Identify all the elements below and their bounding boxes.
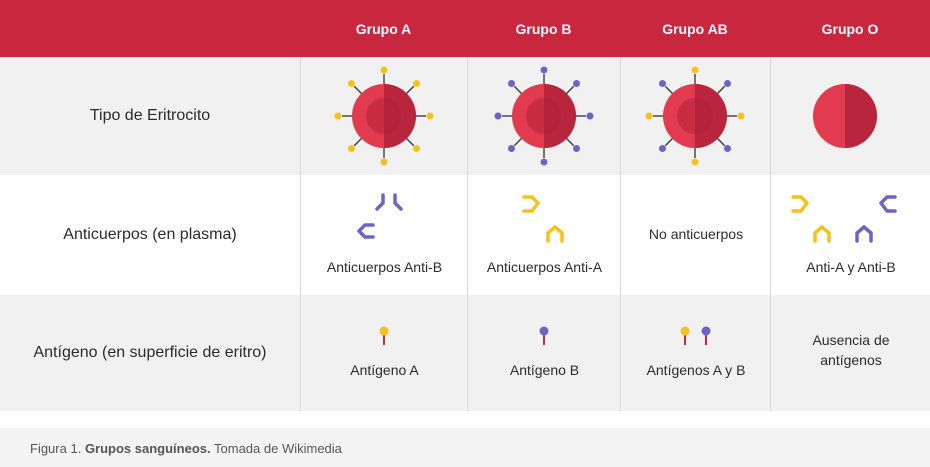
cell-antigen-o: Ausencia de antígenos — [770, 295, 930, 411]
erythrocyte-o-icon — [813, 84, 877, 148]
header-grupo-a: Grupo A — [355, 20, 412, 37]
table-header: Grupo A Grupo B Grupo AB Grupo O — [0, 0, 930, 57]
antigen-ab-label: Antígenos A y B — [646, 362, 746, 378]
antigen-b-icon — [539, 326, 549, 345]
antibodies-b-label: Anticuerpos Anti-A — [486, 259, 603, 275]
header-grupo-b: Grupo B — [515, 20, 572, 37]
cell-antibodies-a: Anticuerpos Anti-B — [300, 175, 468, 295]
antibodies-ab-label: No anticuerpos — [648, 226, 744, 242]
header-grupo-o: Grupo O — [821, 20, 879, 37]
row-label-erythrocyte: Tipo de Eritrocito — [89, 107, 211, 124]
cell-erythrocyte-ab — [620, 57, 771, 175]
antigen-o-label-line2: antígenos — [820, 352, 882, 368]
cell-antibodies-b: Anticuerpos Anti-A — [467, 175, 621, 295]
header-grupo-ab: Grupo AB — [662, 20, 728, 37]
antibodies-o-label: Anti-A y Anti-B — [806, 259, 896, 275]
cell-erythrocyte-o — [770, 57, 930, 175]
anti-b-antibody-icon — [357, 193, 403, 239]
antigen-a-label: Antígeno A — [350, 362, 419, 378]
antigen-a-icon — [379, 326, 389, 345]
row-antigens: Antígeno (en superficie de eritro) Antíg… — [0, 295, 930, 411]
cell-erythrocyte-b — [467, 57, 621, 175]
cell-antigen-b: Antígeno B — [467, 295, 621, 411]
caption-suffix: Tomada de Wikimedia — [214, 441, 342, 456]
row-erythrocyte-type: Tipo de Eritrocito — [0, 57, 930, 175]
row-label-antibodies: Anticuerpos (en plasma) — [63, 226, 237, 243]
erythrocyte-b-icon — [494, 66, 594, 166]
cell-antibodies-ab: No anticuerpos — [620, 175, 771, 295]
cell-erythrocyte-a — [300, 57, 468, 175]
anti-a-and-anti-b-antibodies-icon — [791, 195, 897, 243]
antibodies-a-label: Anticuerpos Anti-B — [326, 259, 443, 275]
erythrocyte-ab-icon — [645, 66, 745, 166]
antigen-b-label: Antígeno B — [509, 362, 580, 378]
caption-bold: Grupos sanguíneos. — [84, 441, 211, 456]
row-label-antigens: Antígeno (en superficie de eritro) — [33, 344, 267, 361]
caption-prefix: Figura 1. — [30, 441, 82, 456]
figure-caption: Figura 1. Grupos sanguíneos. Tomada de W… — [0, 428, 930, 467]
antigen-ab-icon — [680, 326, 711, 345]
row-antibodies: Anticuerpos (en plasma) Anticuerpos Anti… — [0, 175, 930, 295]
anti-a-antibody-icon — [522, 195, 564, 243]
antigen-o-label-line1: Ausencia de — [812, 332, 890, 348]
erythrocyte-a-icon — [334, 66, 434, 166]
cell-antigen-a: Antígeno A — [300, 295, 468, 411]
cell-antibodies-o: Anti-A y Anti-B — [770, 175, 930, 295]
cell-antigen-ab: Antígenos A y B — [620, 295, 771, 411]
